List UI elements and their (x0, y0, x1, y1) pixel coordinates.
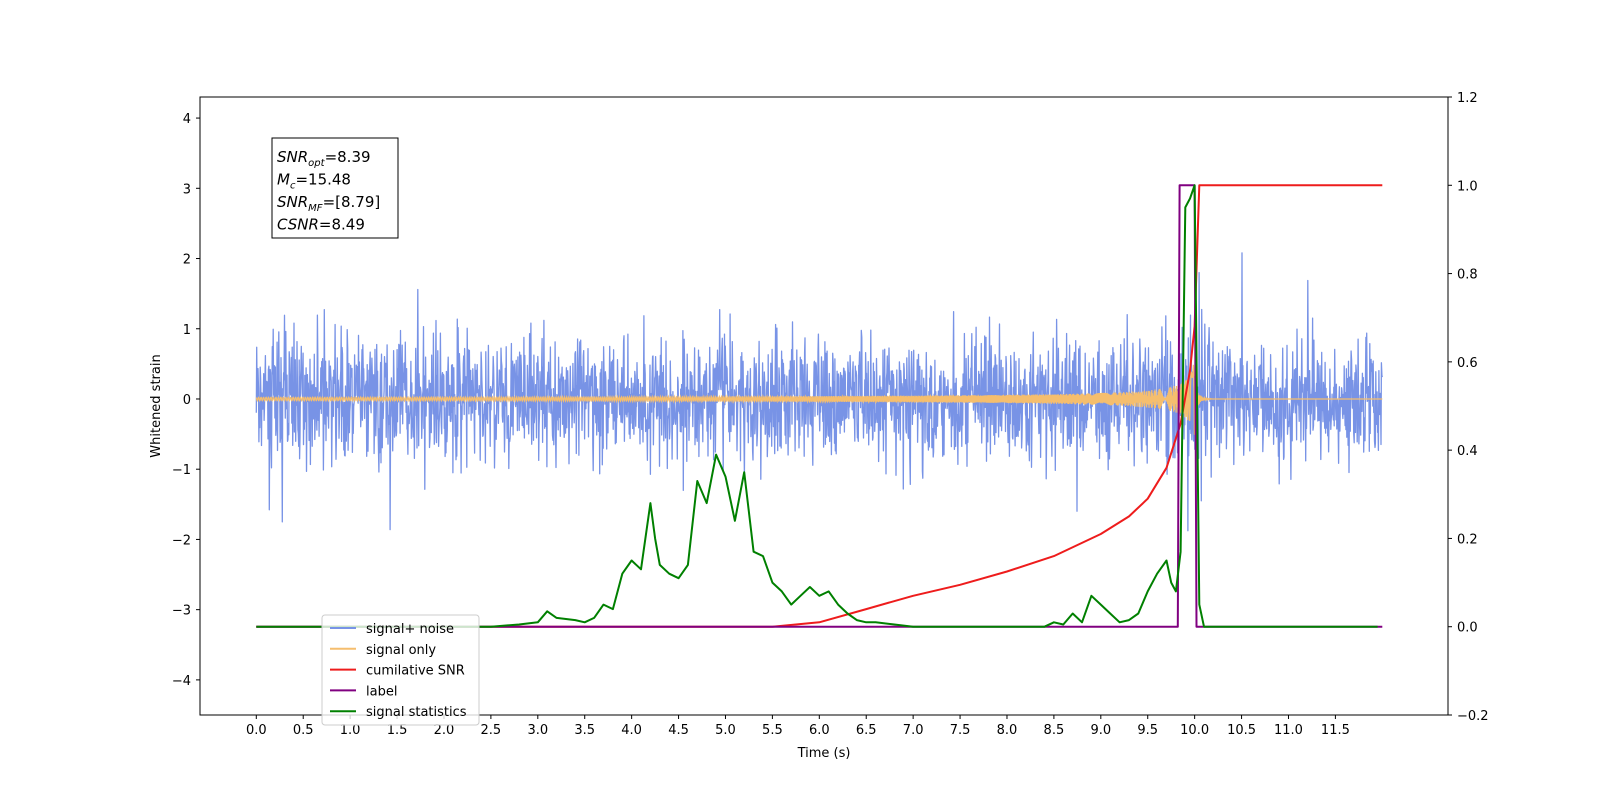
plot-area (199, 96, 1449, 716)
y-right-tick-label: 1.2 (1457, 91, 1478, 106)
annotation-symbol: M (277, 171, 290, 189)
y-axis-right: −0.2 0.0 0.2 0.4 0.6 0.8 1.0 1.2 (1448, 91, 1489, 724)
annotation-frame (271, 137, 399, 239)
legend: signal+ noise signal only cumilative SNR la… (321, 614, 480, 726)
legend-items: signal+ noise signal only cumilative SNR la… (330, 622, 467, 720)
x-tick-label: 7.5 (950, 723, 971, 738)
x-tick-label: 4.5 (668, 723, 689, 738)
x-axis: 0.0 0.5 1.0 1.5 2.0 2.5 3.0 3.5 4.0 4.5 5.0 5.5 6.0 6… (246, 715, 1350, 738)
y-right-tick-label: 0.6 (1457, 356, 1478, 371)
y-left-tick-label: 1 (183, 323, 191, 338)
x-tick-label: 10.0 (1180, 723, 1209, 738)
annotation-symbol: SNR (277, 193, 308, 211)
x-tick-label: 1.0 (340, 723, 361, 738)
y-left-tick-label: 2 (183, 253, 191, 268)
y-left-tick-label: −4 (172, 674, 191, 689)
y-left-tick-label: 3 (183, 182, 191, 197)
y-right-tick-label: 0.4 (1457, 444, 1478, 459)
y-right-tick-label: 0.8 (1457, 268, 1478, 283)
axes-border (199, 96, 1449, 716)
x-tick-label: 5.5 (762, 723, 783, 738)
annotation-symbol: CSNR (277, 216, 319, 234)
y-left-tick-label: 0 (183, 393, 191, 408)
x-tick-label: 5.0 (715, 723, 736, 738)
x-axis-label: Time (s) (797, 746, 851, 761)
y-left-tick-label: −2 (172, 533, 191, 548)
x-tick-label: 11.0 (1274, 723, 1303, 738)
legend-label: signal+ noise (366, 622, 454, 637)
series-cumulative-snr-line (256, 184, 1383, 628)
annotation-line: SNRMF=[8.79] (277, 193, 380, 214)
legend-frame (321, 614, 480, 726)
x-tick-label: 9.5 (1137, 723, 1158, 738)
x-tick-label: 0.0 (246, 723, 267, 738)
legend-label: signal only (366, 643, 436, 658)
annotation-value: =[8.79] (323, 193, 381, 211)
annotation-symbol: SNR (277, 148, 308, 166)
x-tick-label: 10.5 (1227, 723, 1256, 738)
y-right-tick-label: 0.2 (1457, 532, 1478, 547)
annotation-value: =8.39 (325, 148, 371, 166)
x-tick-label: 6.0 (809, 723, 830, 738)
series-layer (255, 184, 1383, 628)
y-left-tick-label: 4 (183, 112, 191, 127)
y-left-tick-label: −1 (172, 463, 191, 478)
x-tick-label: 8.5 (1044, 723, 1065, 738)
annotation-line: Mc=15.48 (277, 171, 351, 192)
y-right-tick-label: −0.2 (1457, 709, 1489, 724)
x-tick-label: 3.0 (527, 723, 548, 738)
annotation-subscript: MF (308, 203, 323, 214)
annotation-value: =8.49 (319, 216, 365, 234)
x-tick-label: 11.5 (1321, 723, 1350, 738)
x-tick-label: 2.0 (434, 723, 455, 738)
annotation-line: SNRopt=8.39 (277, 148, 371, 169)
x-tick-label: 4.0 (621, 723, 642, 738)
x-tick-label: 6.5 (856, 723, 877, 738)
y-axis-label-left: Whitened strain (149, 354, 164, 457)
x-tick-label: 8.0 (997, 723, 1018, 738)
annotation-subscript: c (290, 181, 296, 192)
annotation-subscript: opt (308, 158, 325, 169)
y-right-tick-label: 1.0 (1457, 179, 1478, 194)
series-signal-statistics-line (256, 184, 1378, 628)
x-tick-label: 7.0 (903, 723, 924, 738)
x-tick-label: 1.5 (387, 723, 408, 738)
y-axis-left: −4 −3 −2 −1 0 1 2 3 4 (172, 112, 200, 689)
x-tick-label: 9.0 (1090, 723, 1111, 738)
x-tick-label: 0.5 (293, 723, 314, 738)
annotation-value: =15.48 (295, 171, 351, 189)
y-right-tick-label: 0.0 (1457, 621, 1478, 636)
y-left-tick-label: −3 (172, 604, 191, 619)
legend-label: signal statistics (366, 705, 467, 720)
annotation-line: CSNR=8.49 (277, 216, 365, 234)
x-tick-label: 2.5 (481, 723, 502, 738)
legend-label: cumilative SNR (366, 664, 465, 679)
x-tick-label: 3.5 (574, 723, 595, 738)
legend-label: label (366, 684, 397, 699)
